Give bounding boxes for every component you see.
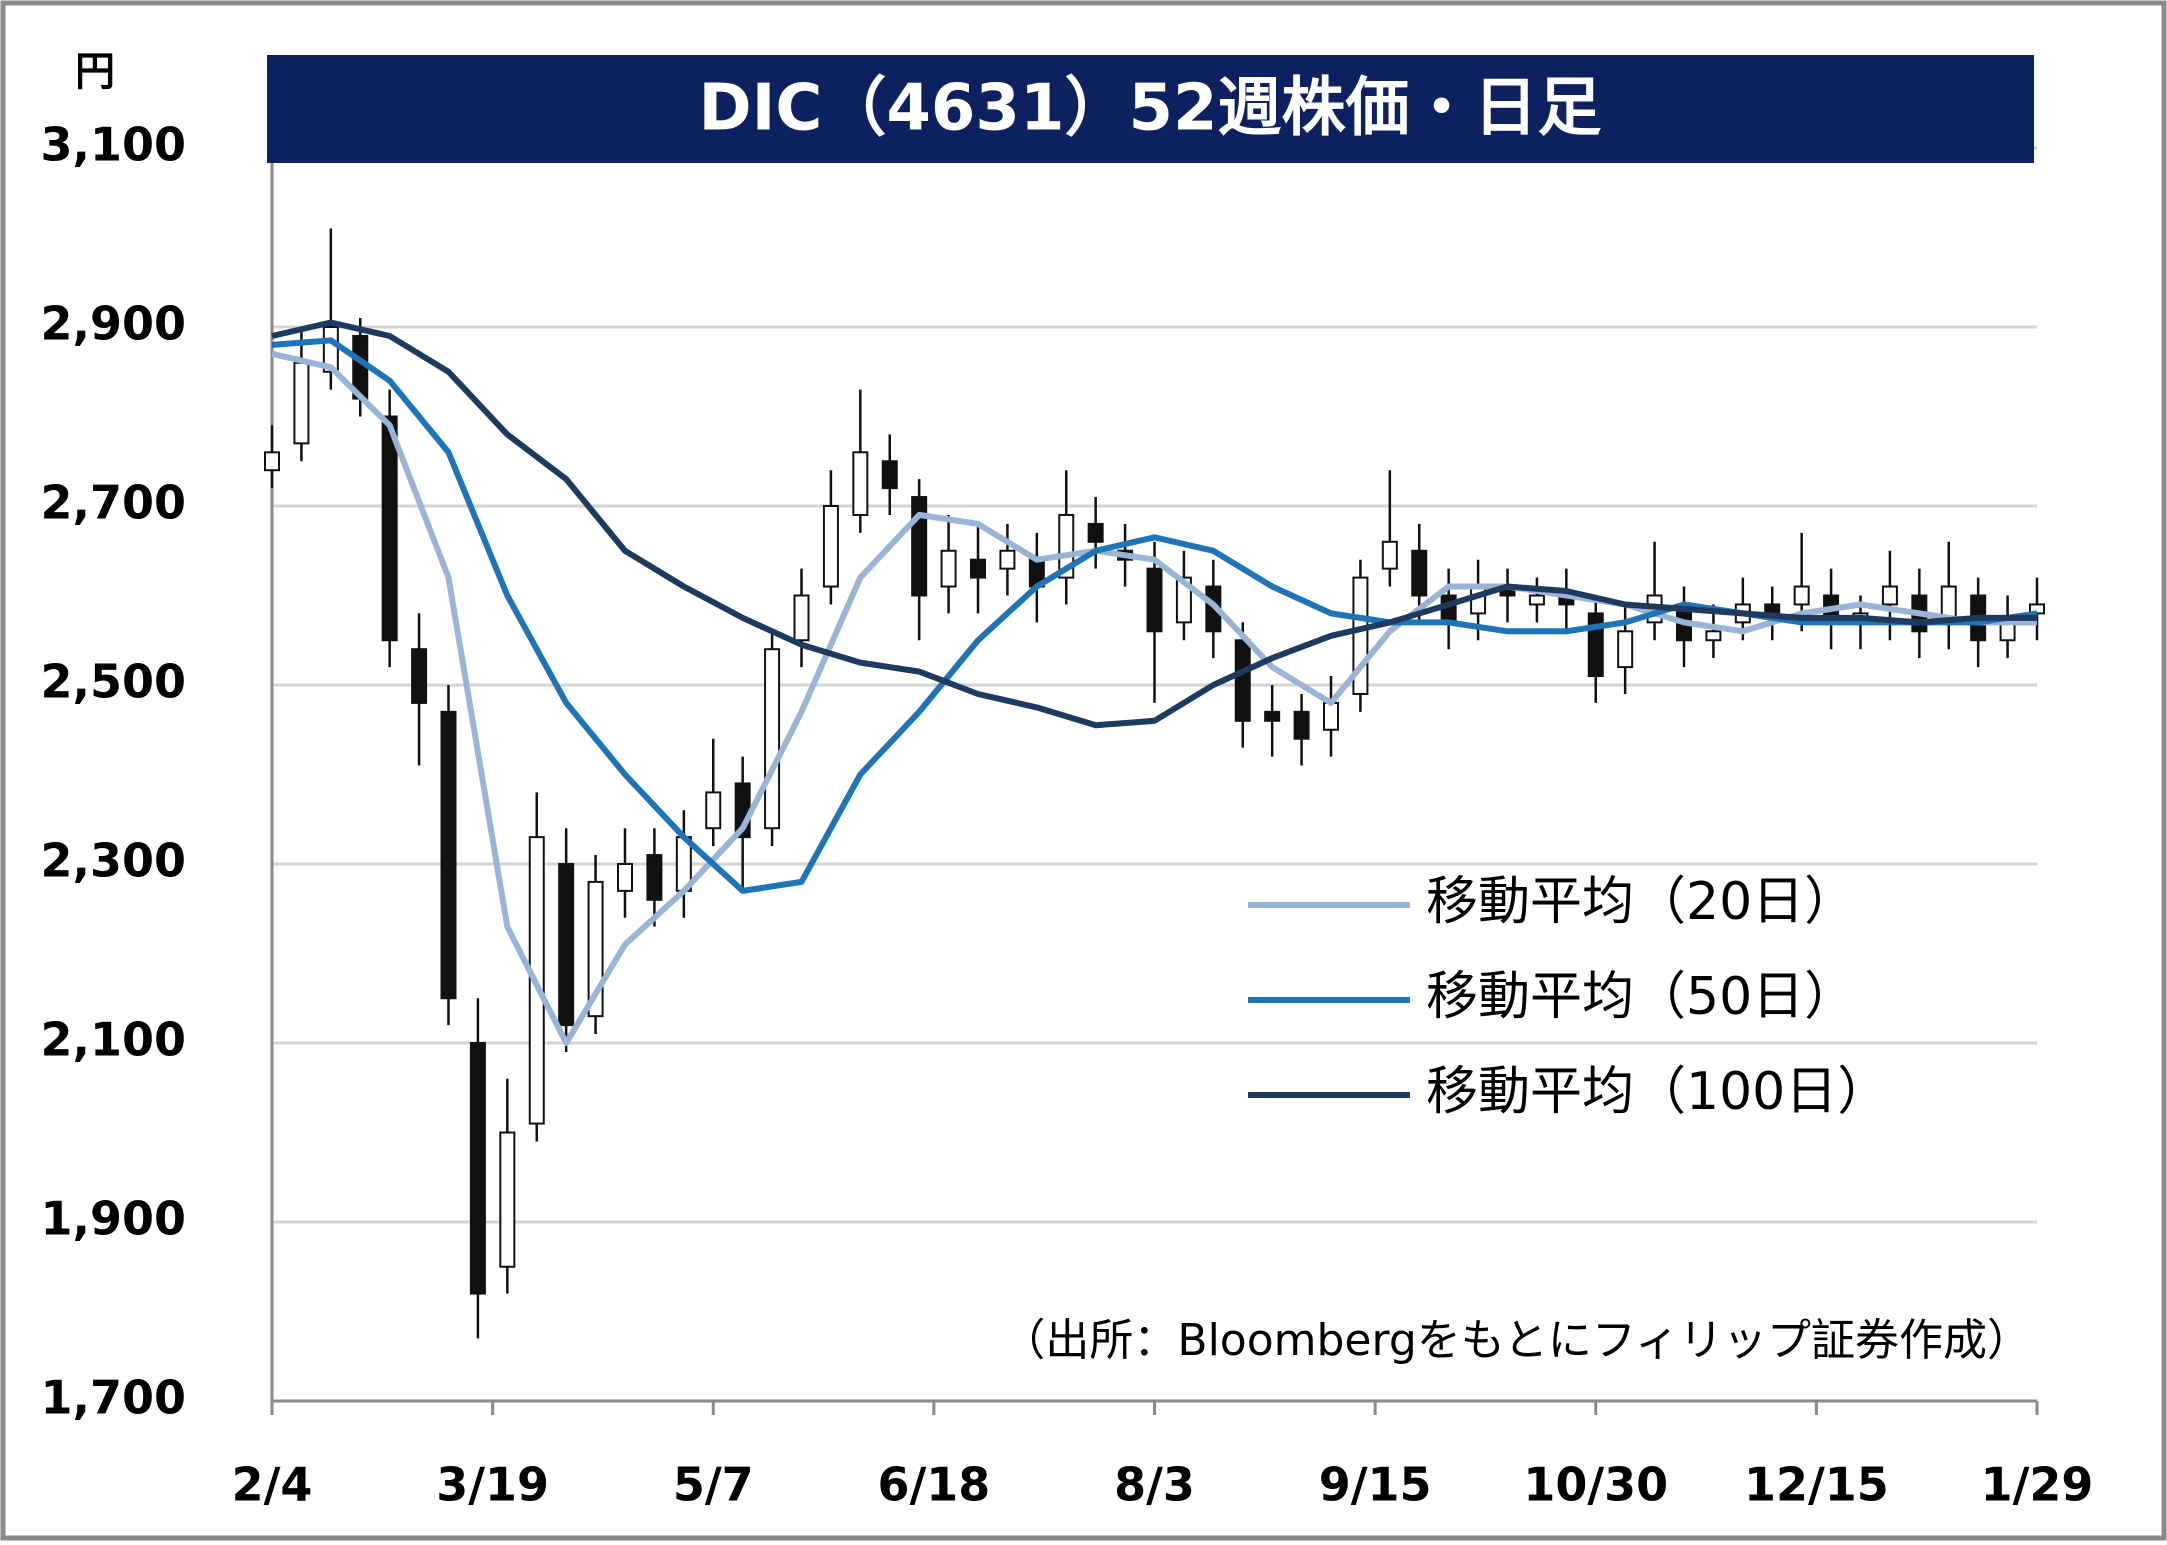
legend-label: 移動平均（100日） xyxy=(1426,1062,1889,1122)
candle-body xyxy=(1764,603,1781,615)
candle-body xyxy=(1264,710,1281,722)
candle-body xyxy=(1175,576,1192,624)
x-tick-label: 2/4 xyxy=(232,1458,313,1512)
moving-average-line xyxy=(271,319,2037,729)
candle-body xyxy=(911,496,928,597)
candle-body xyxy=(1323,701,1339,731)
candle-body xyxy=(881,460,898,490)
candle-body xyxy=(1793,585,1810,606)
candle-body xyxy=(705,791,722,830)
x-tick-label: 8/3 xyxy=(1114,1458,1195,1512)
candle-body xyxy=(499,1131,516,1268)
candle-body xyxy=(646,854,663,901)
source-note: （出所：Bloombergをもとにフィリップ証券作成） xyxy=(1001,1315,2031,1366)
legend: 移動平均（20日） 移動平均（50日） 移動平均（100日） xyxy=(1248,872,1889,1122)
candle-body xyxy=(1293,710,1310,740)
y-tick-label: 1,900 xyxy=(40,1192,186,1246)
x-tick-label: 1/29 xyxy=(1981,1458,2094,1512)
title-band xyxy=(267,55,2034,163)
y-tick-label: 2,900 xyxy=(40,297,186,351)
candle-body xyxy=(381,415,398,642)
y-tick-label: 2,500 xyxy=(40,655,186,709)
candle-body xyxy=(293,361,310,445)
candle-body xyxy=(999,549,1016,570)
x-tick-label: 5/7 xyxy=(673,1458,754,1512)
candle-body xyxy=(1705,630,1722,642)
y-tick-label: 2,700 xyxy=(40,476,186,530)
candle-body xyxy=(1528,594,1545,606)
chart-title: DIC（4631）52週株価・日足 xyxy=(698,72,1601,146)
candle-body xyxy=(1381,540,1398,570)
candle-body xyxy=(1234,639,1251,722)
x-tick-label: 6/18 xyxy=(877,1458,990,1512)
y-tick-label: 1,700 xyxy=(40,1371,186,1425)
x-tick-label: 12/15 xyxy=(1744,1458,1889,1512)
candle-body xyxy=(617,863,633,892)
candle-body xyxy=(558,863,575,1027)
candle-body xyxy=(764,648,781,830)
candle-body xyxy=(822,505,839,588)
legend-label: 移動平均（50日） xyxy=(1426,967,1856,1027)
candle-body xyxy=(411,648,428,704)
x-tick-label: 10/30 xyxy=(1523,1458,1668,1512)
candle-body xyxy=(1881,585,1898,606)
unit-label: 円 xyxy=(75,49,115,95)
moving-average-line xyxy=(271,350,2037,1046)
candle-body xyxy=(1411,549,1428,597)
candle-body xyxy=(1087,522,1104,543)
candle-body xyxy=(940,549,957,588)
candle-body xyxy=(469,1042,486,1295)
marks xyxy=(264,228,2045,1339)
x-tick-label: 3/19 xyxy=(436,1458,549,1512)
candle-body xyxy=(264,451,280,472)
candle-body xyxy=(1146,567,1163,633)
candle-body xyxy=(852,451,869,516)
candle-body xyxy=(1587,612,1604,678)
y-tick-label: 3,100 xyxy=(40,118,186,172)
candle-body xyxy=(793,594,810,642)
y-tick-label: 2,100 xyxy=(40,1013,186,1067)
y-tick-label: 2,300 xyxy=(40,834,186,888)
legend-label: 移動平均（20日） xyxy=(1426,872,1856,932)
candle-body xyxy=(440,710,457,1000)
candle-body xyxy=(1058,513,1075,579)
candle-body xyxy=(1617,630,1634,669)
x-tick-label: 9/15 xyxy=(1319,1458,1432,1512)
candle-body xyxy=(970,558,986,579)
